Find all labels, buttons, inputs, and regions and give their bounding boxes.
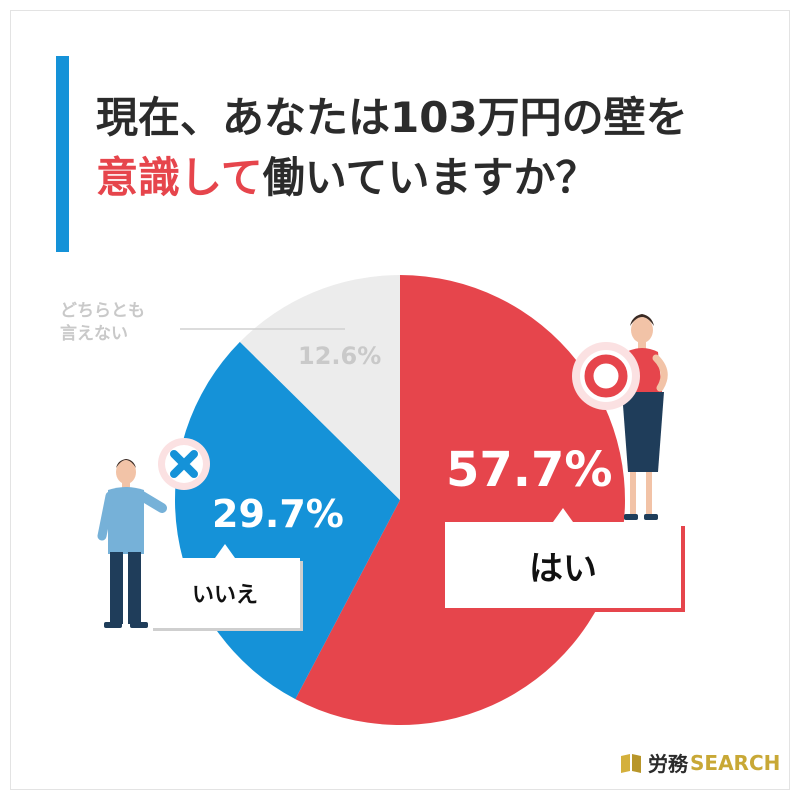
brand-logo: 労務 SEARCH [620, 748, 780, 777]
slice-value-no: 29.7% [212, 492, 344, 536]
circle-mark-icon [572, 342, 640, 410]
neutral-category-label: どちらとも 言えない [60, 300, 145, 346]
title-line1: 現在、あなたは103万円の壁を [96, 93, 688, 142]
brand-name-jp: 労務 [648, 752, 688, 776]
woman-illustration [622, 314, 668, 520]
title-line2: 働いていますか？ [262, 153, 598, 202]
man-illustration [97, 459, 167, 628]
callout-yes: はい [445, 508, 681, 608]
page-title: 現在、あなたは103万円の壁を 意識して働いていますか？ [96, 88, 688, 208]
slice-value-neutral: 12.6% [298, 342, 382, 370]
title-accent: 意識して [96, 153, 263, 202]
pie-slice-yes [295, 275, 625, 726]
slice-value-yes: 57.7% [446, 442, 613, 498]
card-frame [10, 10, 790, 790]
brand-name-en: SEARCH [690, 750, 781, 775]
book-icon [621, 753, 641, 773]
title-accent-bar [56, 56, 69, 252]
cross-mark-icon [158, 438, 210, 490]
pie-slice-neutral [239, 275, 400, 500]
neutral-label-line2: 言えない [60, 324, 128, 344]
callout-no: いいえ [150, 544, 300, 628]
neutral-label-line1: どちらとも [60, 301, 145, 321]
